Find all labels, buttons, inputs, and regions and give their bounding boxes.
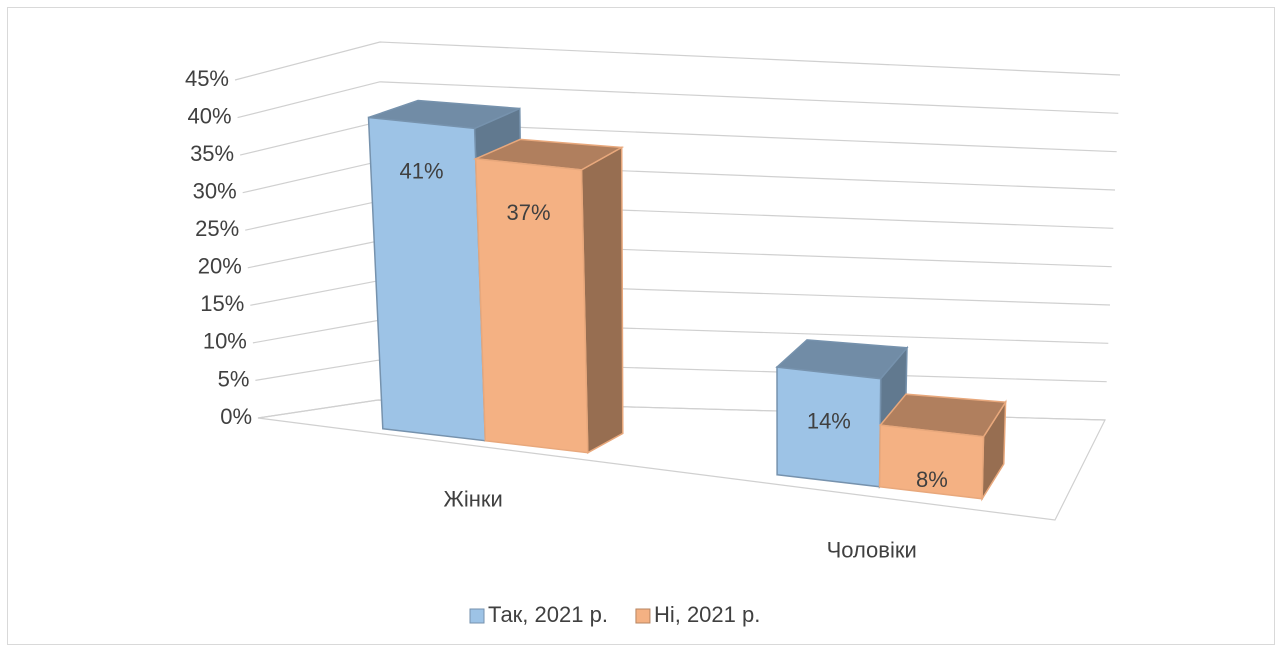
grid-line <box>237 81 1119 119</box>
y-tick-label: 25% <box>195 216 239 241</box>
bar-front <box>367 116 487 442</box>
legend-swatch <box>635 608 651 624</box>
y-tick-label: 40% <box>188 103 232 128</box>
y-tick-label: 10% <box>203 329 247 354</box>
legend-swatch <box>469 608 485 624</box>
y-tick-label: 5% <box>218 366 250 391</box>
x-tick-label: Жінки <box>444 486 503 511</box>
bar-front <box>878 424 985 500</box>
y-tick-label: 20% <box>198 254 242 279</box>
bar <box>878 393 1007 502</box>
value-label: 8% <box>916 467 948 492</box>
chart-border <box>7 7 1275 645</box>
y-tick-label: 45% <box>185 66 229 91</box>
bar-side <box>580 146 624 454</box>
grid-line <box>234 41 1121 81</box>
legend-label: Так, 2021 р. <box>488 602 608 627</box>
legend-label: Ні, 2021 р. <box>654 602 760 627</box>
y-tick-label: 35% <box>190 141 234 166</box>
x-tick-label: Чоловіки <box>827 537 917 562</box>
y-tick-label: 30% <box>193 178 237 203</box>
value-label: 41% <box>400 159 444 184</box>
y-tick-label: 0% <box>220 404 252 429</box>
bar-front <box>474 157 589 454</box>
bar <box>472 138 625 454</box>
bar-front <box>776 366 882 488</box>
value-label: 37% <box>507 200 551 225</box>
y-tick-label: 15% <box>200 291 244 316</box>
value-label: 14% <box>807 409 851 434</box>
